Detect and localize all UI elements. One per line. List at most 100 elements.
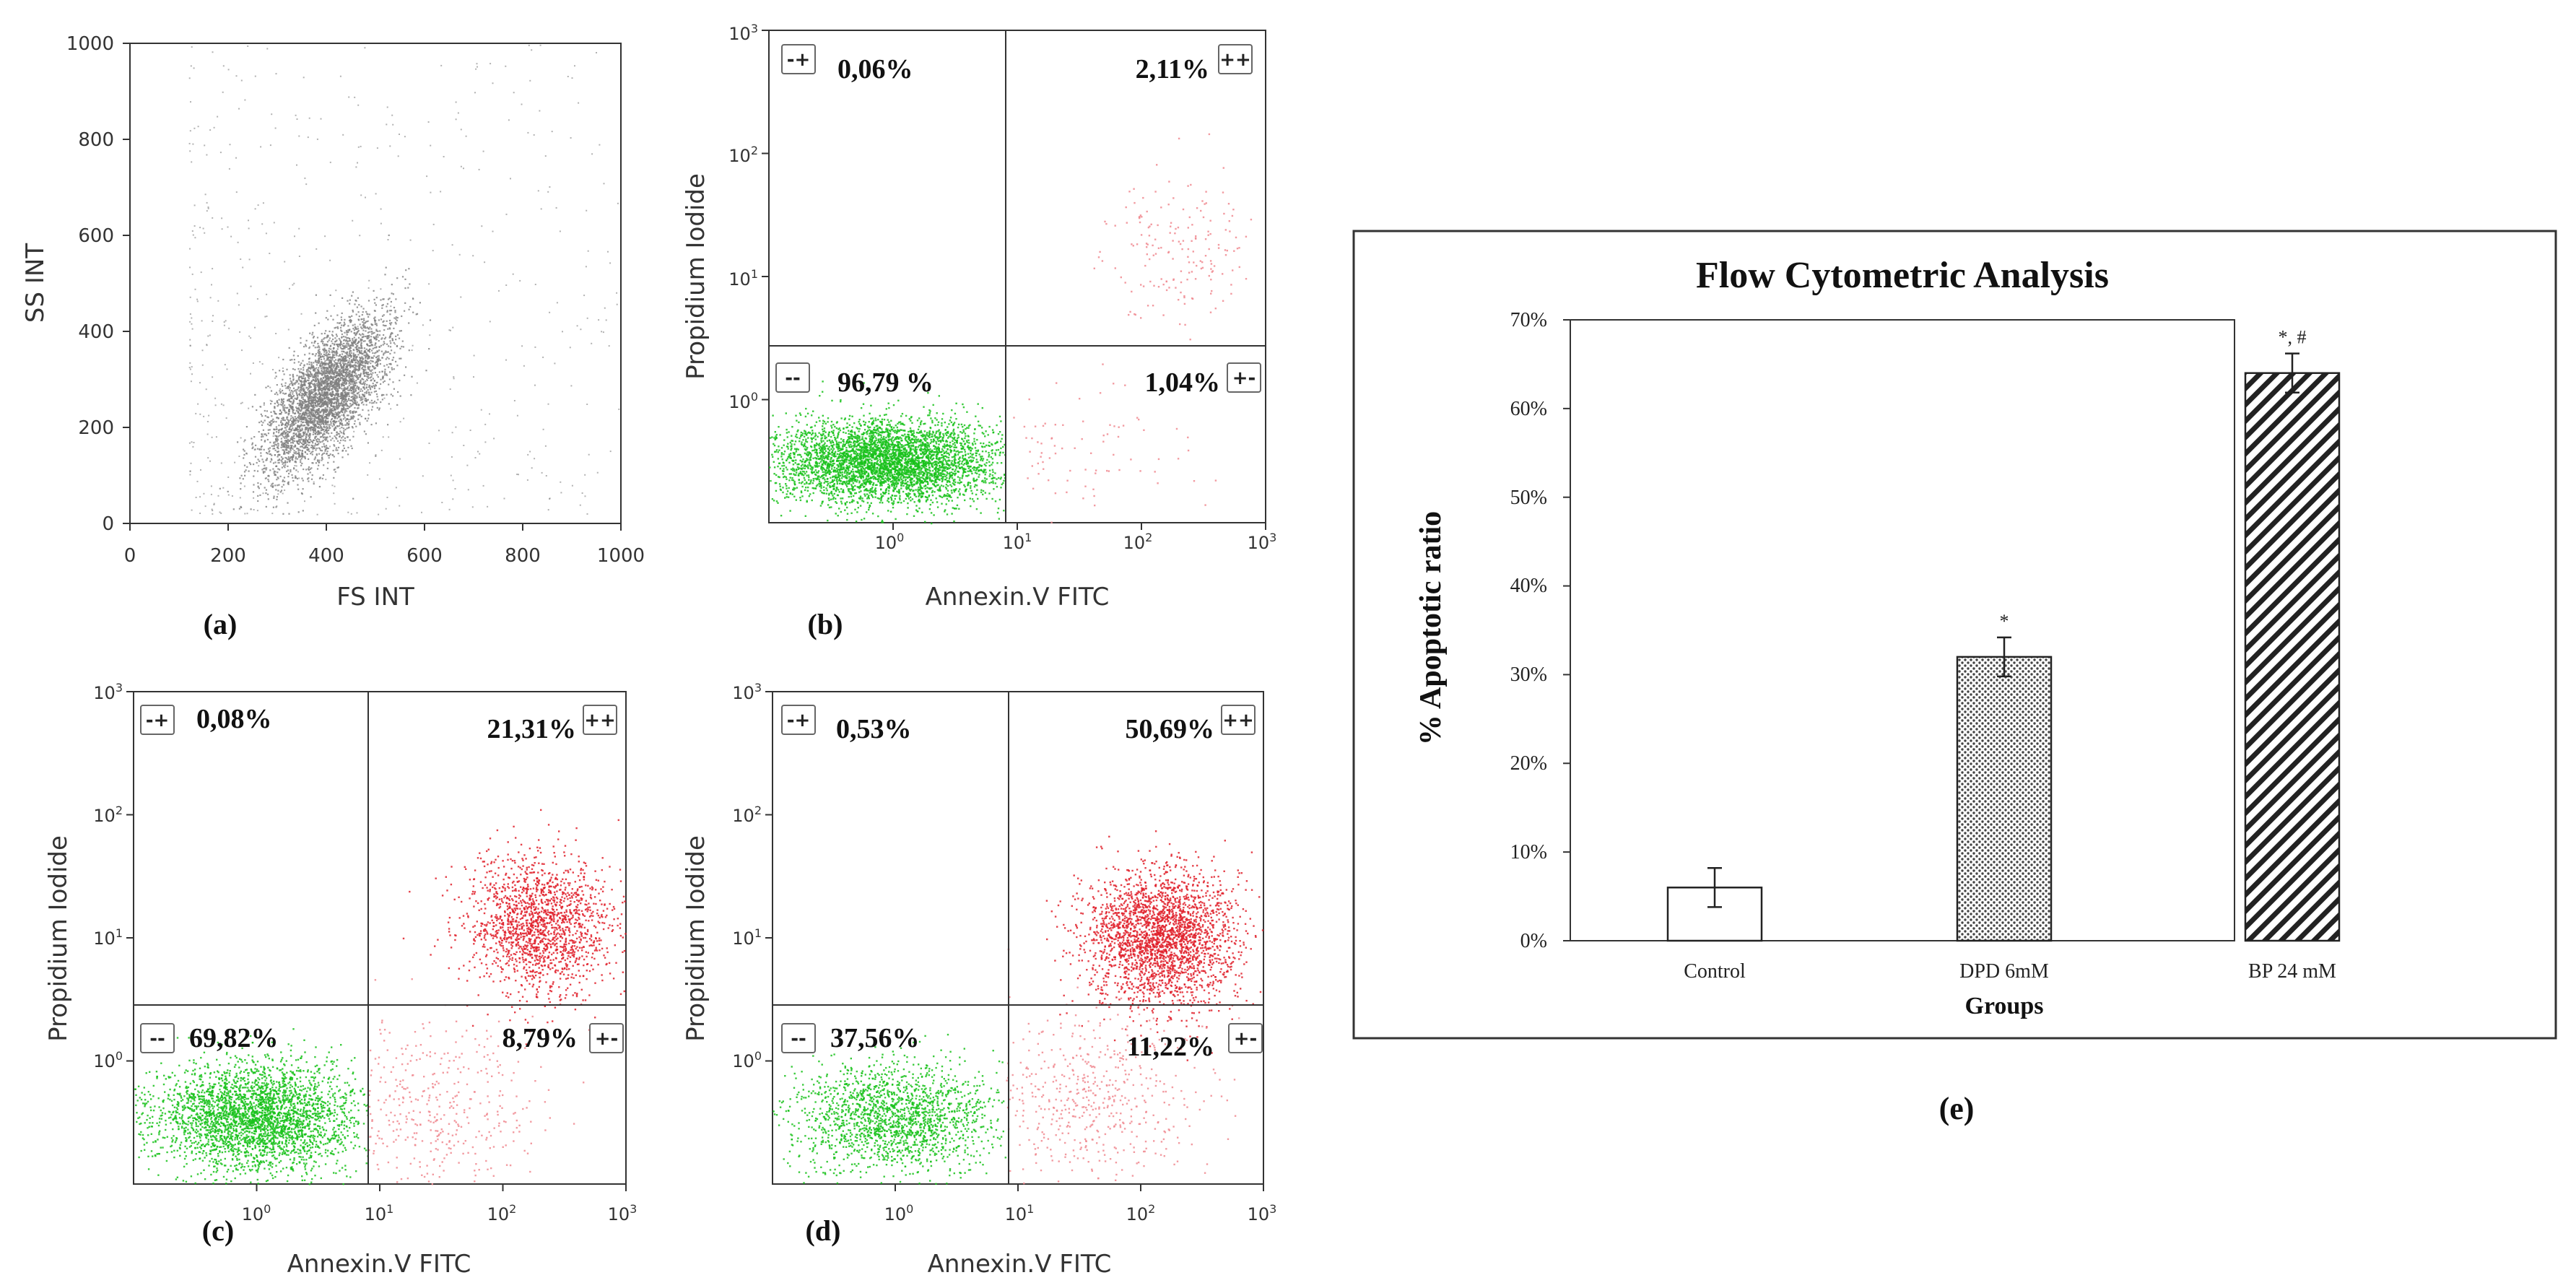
scatter-point	[322, 478, 323, 479]
scatter-point	[340, 329, 341, 331]
scatter-point	[341, 456, 343, 458]
scatter-point	[310, 430, 311, 431]
scatter-point	[295, 458, 297, 459]
scatter-point	[347, 414, 348, 416]
scatter-point	[313, 434, 314, 435]
scatter-point	[282, 407, 284, 409]
scatter-point	[277, 393, 278, 395]
scatter-point	[302, 422, 303, 423]
scatter-point	[257, 495, 258, 497]
scatter-point	[388, 358, 390, 360]
scatter-point	[273, 433, 274, 435]
scatter-point	[292, 393, 293, 395]
scatter-point	[260, 483, 261, 484]
scatter-point	[397, 391, 399, 393]
scatter-point	[336, 315, 338, 316]
scatter-point	[373, 378, 374, 379]
scatter-point	[307, 453, 308, 455]
scatter-point	[375, 304, 377, 305]
scatter-point	[342, 436, 344, 438]
scatter-point	[343, 430, 344, 432]
scatter-point	[316, 295, 317, 296]
scatter-point	[347, 300, 348, 302]
scatter-point	[375, 422, 377, 424]
scatter-point	[353, 384, 354, 386]
scatter-point	[391, 369, 393, 370]
scatter-point	[341, 351, 342, 352]
scatter-point	[343, 445, 344, 446]
scatter-point	[307, 373, 308, 374]
scatter-point	[251, 508, 252, 510]
scatter-point	[270, 424, 271, 425]
scatter-point	[386, 305, 387, 307]
scatter-point	[328, 339, 330, 341]
scatter-point	[347, 388, 349, 389]
scatter-point	[337, 328, 339, 329]
scatter-point	[290, 450, 292, 451]
scatter-point	[363, 361, 365, 362]
scatter-point	[294, 359, 295, 360]
scatter-point	[357, 362, 358, 364]
scatter-point	[293, 432, 295, 434]
scatter-point	[277, 451, 278, 453]
scatter-point	[359, 394, 360, 396]
scatter-point	[343, 418, 344, 419]
scatter-point	[378, 376, 379, 378]
scatter-point	[409, 283, 410, 284]
scatter-point	[345, 420, 347, 422]
scatter-point	[344, 322, 345, 323]
scatter-point	[320, 379, 321, 380]
scatter-point	[293, 395, 295, 396]
scatter-point	[382, 399, 383, 400]
scatter-point	[293, 435, 295, 437]
scatter-point	[300, 461, 301, 463]
scatter-point	[349, 396, 350, 397]
scatter-point	[384, 274, 386, 275]
scatter-point	[343, 388, 344, 389]
scatter-point	[261, 439, 262, 440]
scatter-point	[356, 314, 357, 316]
scatter-point	[341, 356, 342, 357]
scatter-point	[342, 440, 344, 441]
scatter-point	[419, 302, 421, 303]
scatter-point	[301, 458, 303, 459]
scatter-point	[295, 391, 297, 393]
scatter-point	[323, 443, 325, 445]
scatter-point	[279, 409, 281, 411]
scatter-point	[342, 348, 344, 349]
scatter-point	[277, 405, 279, 406]
scatter-point	[268, 430, 269, 431]
scatter-point	[272, 448, 274, 449]
scatter-point	[251, 444, 253, 445]
scatter-point	[357, 419, 359, 420]
scatter-point	[344, 448, 345, 449]
scatter-point	[255, 456, 256, 458]
scatter-point	[331, 408, 333, 409]
scatter-point	[277, 496, 278, 497]
scatter-point	[294, 438, 295, 439]
scatter-point	[279, 399, 280, 401]
scatter-point	[340, 440, 341, 441]
scatter-point	[290, 471, 291, 472]
scatter-point	[268, 432, 269, 434]
scatter-point	[391, 349, 392, 351]
scatter-point	[335, 359, 336, 360]
scatter-point	[318, 440, 320, 442]
scatter-point	[393, 307, 395, 308]
scatter-point	[375, 362, 376, 363]
scatter-point	[334, 376, 335, 378]
scatter-point	[340, 347, 341, 349]
scatter-point	[338, 447, 339, 448]
scatter-point	[284, 461, 286, 463]
scatter-point	[312, 332, 313, 334]
scatter-point	[277, 477, 279, 478]
scatter-point	[310, 415, 311, 417]
figure: 0 200 400 600 800 1000 0 200 400 600 800…	[0, 0, 2576, 1288]
scatter-point	[324, 451, 326, 452]
scatter-point	[349, 362, 351, 364]
scatter-point	[284, 438, 285, 439]
scatter-point	[321, 450, 323, 451]
scatter-point	[371, 409, 373, 411]
scatter-point	[328, 424, 330, 425]
scatter-point	[302, 493, 303, 495]
